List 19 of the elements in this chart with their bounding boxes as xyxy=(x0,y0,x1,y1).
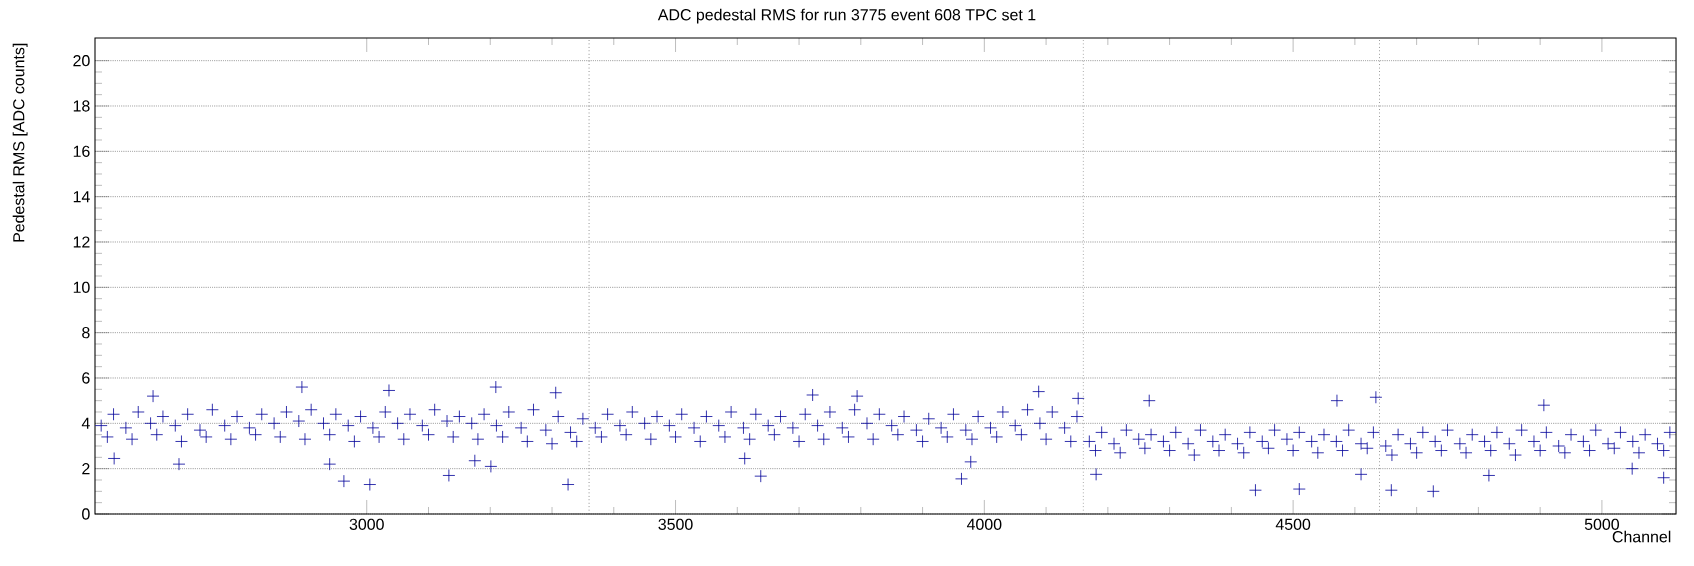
y-tick-label: 10 xyxy=(73,281,90,293)
y-tick-label: 2 xyxy=(82,463,90,475)
y-tick-label: 0 xyxy=(82,508,90,520)
y-tick-label: 14 xyxy=(73,191,90,203)
y-tick-label: 18 xyxy=(73,100,90,112)
x-tick-label: 3500 xyxy=(658,518,693,530)
y-tick-label: 16 xyxy=(73,145,90,157)
y-tick-label: 20 xyxy=(73,55,90,67)
y-tick-label: 4 xyxy=(81,417,90,429)
x-tick-label: 5000 xyxy=(1584,518,1620,530)
y-axis-title: Pedestal RMS [ADC counts] xyxy=(12,43,28,242)
y-tick-label: 12 xyxy=(73,236,90,248)
y-tick-label: 8 xyxy=(82,327,90,339)
x-tick-label: 4500 xyxy=(1275,518,1311,530)
chart-title: ADC pedestal RMS for run 3775 event 608 TPC set 1 xyxy=(657,8,1036,24)
y-tick-label: 6 xyxy=(82,372,90,384)
x-axis-title: Channel xyxy=(1612,530,1671,543)
x-tick-label: 3000 xyxy=(349,518,384,530)
x-tick-label: 4000 xyxy=(966,518,1002,530)
